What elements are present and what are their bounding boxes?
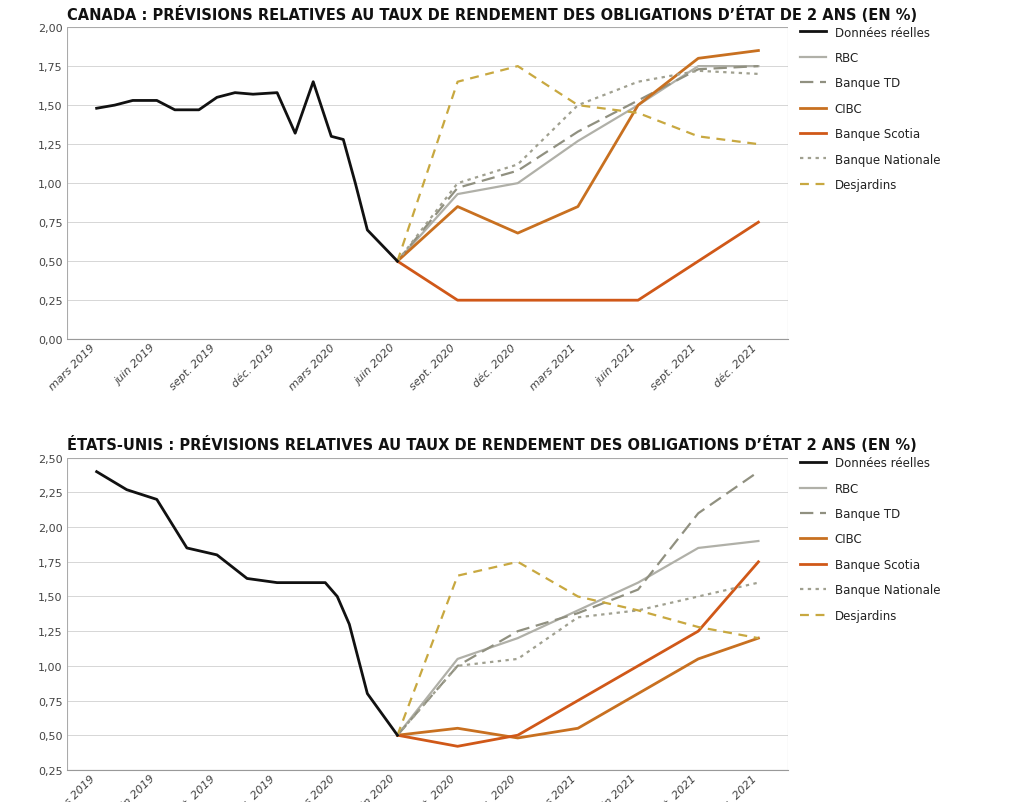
Text: CANADA : PRÉVISIONS RELATIVES AU TAUX DE RENDEMENT DES OBLIGATIONS D’ÉTAT DE 2 A: CANADA : PRÉVISIONS RELATIVES AU TAUX DE…: [67, 6, 916, 22]
Legend: Données réelles, RBC, Banque TD, CIBC, Banque Scotia, Banque Nationale, Desjardi: Données réelles, RBC, Banque TD, CIBC, B…: [796, 22, 945, 196]
Text: ÉTATS-UNIS : PRÉVISIONS RELATIVES AU TAUX DE RENDEMENT DES OBLIGATIONS D’ÉTAT 2 : ÉTATS-UNIS : PRÉVISIONS RELATIVES AU TAU…: [67, 436, 916, 453]
Legend: Données réelles, RBC, Banque TD, CIBC, Banque Scotia, Banque Nationale, Desjardi: Données réelles, RBC, Banque TD, CIBC, B…: [796, 452, 945, 626]
